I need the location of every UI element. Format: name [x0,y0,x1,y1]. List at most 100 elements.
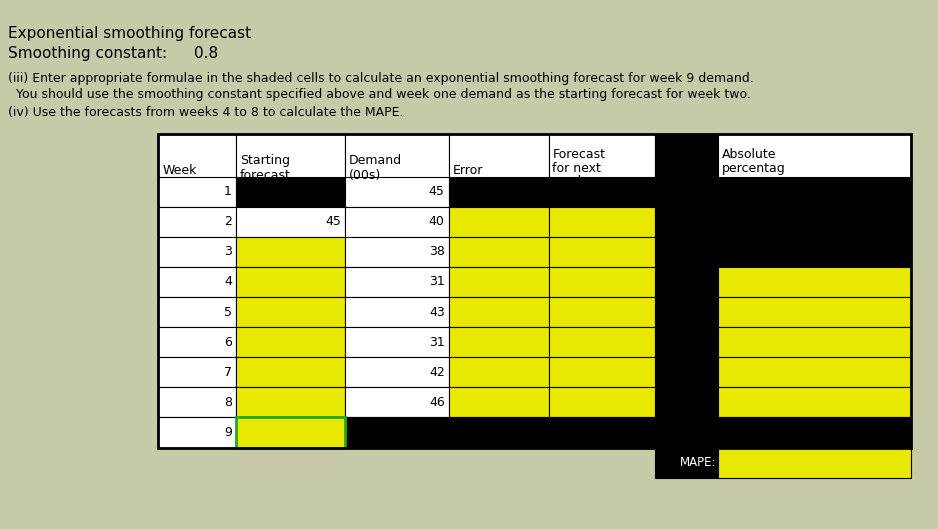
Bar [549,267,656,297]
Bar [719,417,911,448]
Bar [236,237,344,267]
Bar [236,357,344,387]
Text: e error: e error [722,176,764,188]
Text: Error: Error [452,164,483,177]
Bar [344,177,448,207]
Bar [719,448,911,478]
Bar [448,297,549,327]
Bar [236,417,344,448]
Bar [159,177,236,207]
Text: percentag: percentag [722,162,786,175]
Bar [344,357,448,387]
Bar [344,327,448,357]
Text: 7: 7 [224,366,232,379]
Bar [236,207,344,237]
Text: 45: 45 [429,185,445,198]
Bar [159,237,236,267]
Bar [159,357,236,387]
Bar [344,237,448,267]
Text: (00s): (00s) [349,169,381,181]
Bar [549,237,656,267]
Bar [656,417,719,448]
Bar [656,387,719,417]
Bar [236,134,344,207]
Bar [448,267,549,297]
Text: week: week [552,176,585,188]
Text: 40: 40 [429,215,445,229]
Bar [549,327,656,357]
Bar [159,327,236,357]
Bar [656,134,719,207]
Bar [656,177,719,207]
Bar [719,297,911,327]
Bar [448,207,549,237]
Bar [656,448,719,478]
Bar [344,387,448,417]
Bar [236,387,344,417]
Text: You should use the smoothing constant specified above and week one demand as the: You should use the smoothing constant sp… [8,88,750,101]
Bar [448,357,549,387]
Text: 31: 31 [429,336,445,349]
Text: 9: 9 [224,426,232,439]
Text: 46: 46 [429,396,445,409]
Text: Week: Week [162,164,197,177]
Text: MAPE:: MAPE: [680,456,717,469]
Text: 1: 1 [224,185,232,198]
Bar [159,417,236,448]
Bar [719,237,911,267]
Bar [656,267,719,297]
Bar [719,327,911,357]
Bar [719,387,911,417]
Bar [159,207,236,237]
Bar [344,297,448,327]
Bar [344,417,448,448]
Bar [344,267,448,297]
Bar [159,297,236,327]
Text: 8: 8 [224,396,232,409]
Text: 43: 43 [429,306,445,318]
Text: Demand: Demand [349,154,401,167]
Bar [448,327,549,357]
Bar [344,134,448,207]
Bar [159,387,236,417]
Bar [549,357,656,387]
Bar [236,327,344,357]
Bar [236,267,344,297]
Text: 38: 38 [429,245,445,258]
Bar [719,134,911,207]
Text: 42: 42 [429,366,445,379]
Bar [656,297,719,327]
Bar [719,207,911,237]
Text: Starting: Starting [240,154,290,167]
Text: (iii) Enter appropriate formulae in the shaded cells to calculate an exponential: (iii) Enter appropriate formulae in the … [8,72,753,85]
Bar [549,177,656,207]
Bar [448,177,549,207]
Bar [236,177,344,207]
Bar [719,267,911,297]
Text: forecast: forecast [240,169,291,181]
Text: for next: for next [552,162,601,175]
Bar [448,387,549,417]
Bar [236,417,344,448]
Text: Smoothing constant:: Smoothing constant: [8,45,167,60]
Text: 0.8: 0.8 [194,45,219,60]
Text: 4: 4 [224,276,232,288]
Bar [549,417,656,448]
Bar [159,134,911,448]
Text: Absolute: Absolute [722,148,777,161]
Bar [549,134,656,207]
Text: Forecast: Forecast [552,148,605,161]
Bar [719,177,911,207]
Text: 5: 5 [224,306,232,318]
Bar [719,357,911,387]
Bar [656,207,719,237]
Text: 45: 45 [325,215,340,229]
Bar [448,134,549,207]
Text: (iv) Use the forecasts from weeks 4 to 8 to calculate the MAPE.: (iv) Use the forecasts from weeks 4 to 8… [8,106,403,118]
Bar [549,387,656,417]
Bar [656,357,719,387]
Bar [344,207,448,237]
Bar [236,297,344,327]
Text: 31: 31 [429,276,445,288]
Bar [448,417,549,448]
